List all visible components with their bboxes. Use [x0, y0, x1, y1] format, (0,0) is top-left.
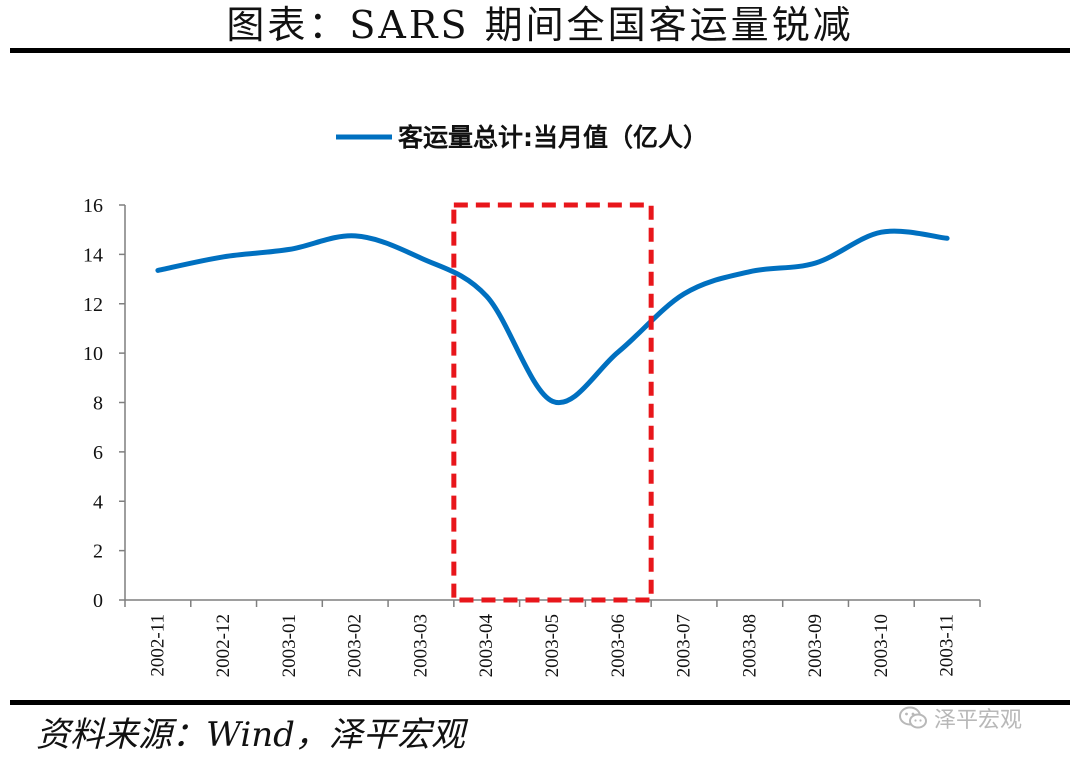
x-tick-label: 2003-07 — [674, 614, 695, 677]
x-tick-label: 2003-09 — [805, 614, 826, 677]
y-tick-label: 8 — [93, 393, 103, 415]
footer-rule — [10, 700, 1070, 705]
y-tick-label: 12 — [83, 294, 103, 316]
y-tick-label: 6 — [93, 442, 103, 464]
title-underline — [10, 48, 1070, 53]
y-tick-label: 0 — [93, 590, 103, 612]
x-tick-label: 2003-08 — [739, 614, 760, 677]
watermark: 泽平宏观 — [898, 703, 1022, 733]
x-tick-label: 2003-02 — [345, 614, 366, 677]
y-tick-label: 16 — [83, 195, 103, 217]
x-tick-label: 2003-06 — [608, 614, 629, 677]
series-line-0 — [155, 228, 950, 406]
x-tick-label: 2003-04 — [476, 614, 497, 678]
x-tick-label: 2003-10 — [871, 614, 892, 677]
x-tick-label: 2002-12 — [213, 614, 234, 677]
x-tick-label: 2003-05 — [542, 614, 563, 677]
highlight-box — [451, 202, 654, 603]
x-tick-label: 2003-03 — [410, 614, 431, 677]
y-tick-label: 10 — [83, 343, 103, 365]
wechat-icon — [899, 706, 927, 729]
line-chart: 0 2 4 6 8 10 12 14 16 2002-11 2002-12 2003-01 2003-0… — [83, 123, 981, 678]
y-tick-label: 2 — [93, 541, 103, 563]
x-tick-label: 2002-11 — [147, 614, 168, 677]
x-tick-label: 2003-01 — [279, 614, 300, 677]
page-title: 图表：SARS 期间全国客运量锐减 — [226, 3, 854, 47]
watermark-text: 泽平宏观 — [934, 708, 1023, 733]
y-tick-label: 4 — [93, 491, 103, 513]
legend-label: 客运量总计:当月值（亿人） — [398, 123, 708, 152]
y-tick-label: 14 — [83, 244, 103, 266]
source-note: 资料来源：Wind，泽平宏观 — [36, 715, 465, 755]
x-tick-label: 2003-11 — [937, 614, 958, 677]
